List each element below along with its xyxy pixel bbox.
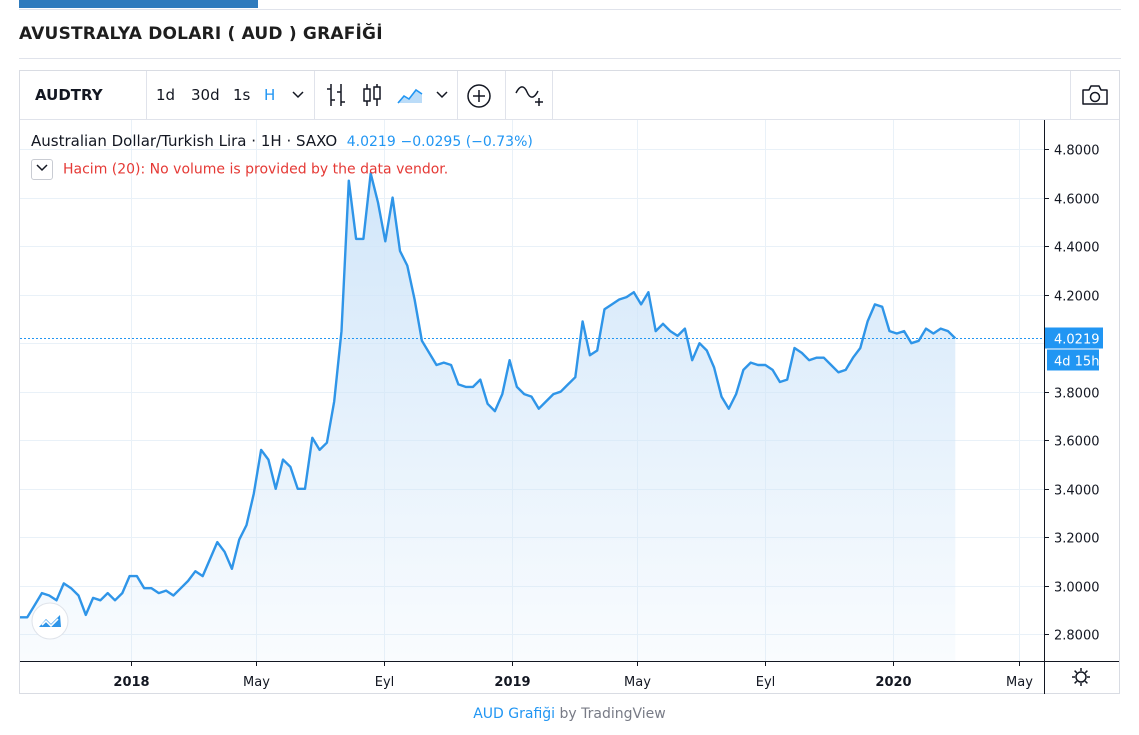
interval-1s-button[interactable]: 1s — [233, 86, 251, 104]
x-tick-label: 2018 — [113, 675, 149, 690]
symbol-search-button[interactable]: AUDTRY — [35, 86, 103, 104]
y-tick-label: 3.2000 — [1054, 532, 1100, 547]
attribution: AUD Grafiği by TradingView — [0, 706, 1139, 722]
x-tick-label: Eyl — [756, 675, 776, 690]
volume-warning-text: Hacim (20): No volume is provided by the… — [63, 161, 449, 178]
interval-h-button[interactable]: H — [264, 86, 276, 104]
bar-chart-style-icon[interactable] — [325, 82, 347, 108]
toolbar-divider — [505, 71, 506, 119]
y-tick-label: 3.0000 — [1054, 581, 1100, 596]
page-title: AVUSTRALYA DOLARI ( AUD ) GRAFİĞİ — [19, 24, 383, 44]
active-tab-indicator[interactable] — [19, 0, 258, 8]
y-tick-label: 4.6000 — [1054, 193, 1100, 208]
y-tick-label: 3.6000 — [1054, 435, 1100, 450]
chart-axes — [20, 120, 1119, 694]
price-area — [20, 172, 957, 661]
last-price-label: 4.0219 — [1054, 333, 1100, 348]
volume-toggle-button[interactable] — [31, 159, 53, 180]
x-tick-label: May — [624, 675, 651, 690]
y-tick-label: 4.2000 — [1054, 290, 1100, 305]
last-price-label-bg — [1045, 327, 1103, 349]
x-tick-label: May — [243, 675, 270, 690]
time-scale[interactable]: 2018 May Eyl 2019 May Eyl 2020 May — [113, 675, 1033, 690]
interval-dropdown-chevron-icon[interactable] — [291, 90, 305, 100]
series-legend: Australian Dollar/Turkish Lira · 1H · SA… — [31, 132, 533, 150]
legend-separator: · — [251, 132, 257, 150]
attribution-link[interactable]: AUD Grafiği — [473, 706, 556, 722]
tradingview-logo-icon[interactable] — [31, 602, 69, 640]
toolbar-divider — [146, 71, 147, 119]
y-tick-label: 3.4000 — [1054, 484, 1100, 499]
price-area-fill — [20, 173, 956, 661]
compare-add-icon[interactable] — [466, 83, 492, 109]
legend-last-price: 4.0219 — [346, 134, 396, 150]
x-tick-label: Eyl — [375, 675, 395, 690]
x-tick-label: May — [1006, 675, 1033, 690]
legend-change: −0.0295 (−0.73%) — [400, 134, 533, 150]
x-tick-label: 2020 — [875, 675, 911, 690]
chart-widget: AUDTRY 1d 30d 1s H — [19, 70, 1120, 694]
candle-chart-style-icon[interactable] — [361, 82, 383, 108]
y-tick-label: 4.4000 — [1054, 241, 1100, 256]
chart-toolbar: AUDTRY 1d 30d 1s H — [20, 71, 1119, 120]
camera-snapshot-icon[interactable] — [1081, 84, 1109, 106]
interval-1d-button[interactable]: 1d — [156, 86, 176, 104]
top-tab-bar — [19, 0, 1121, 10]
price-series-line — [20, 172, 957, 619]
price-chart[interactable]: 2.80003.00003.20003.40003.60003.80004.00… — [20, 120, 1119, 694]
x-tick-label: 2019 — [494, 675, 530, 690]
toolbar-divider — [552, 71, 553, 119]
toolbar-divider — [1070, 71, 1071, 119]
attribution-by: by TradingView — [555, 706, 666, 722]
legend-symbol-name: Australian Dollar/Turkish Lira — [31, 132, 247, 150]
toolbar-divider — [457, 71, 458, 119]
legend-interval: 1H — [260, 132, 282, 150]
interval-30d-button[interactable]: 30d — [191, 86, 220, 104]
settings-gear-icon[interactable] — [1072, 668, 1090, 686]
y-tick-label: 4.8000 — [1054, 144, 1100, 159]
last-price-marker: 4.0219 4d 15h — [20, 327, 1103, 371]
title-divider — [19, 58, 1121, 59]
indicators-icon[interactable] — [514, 83, 544, 109]
chart-style-dropdown-chevron-icon[interactable] — [435, 90, 449, 100]
countdown-label-bg — [1047, 349, 1099, 371]
legend-separator: · — [286, 132, 292, 150]
bar-countdown-label: 4d 15h — [1054, 355, 1099, 370]
y-tick-label: 3.8000 — [1054, 387, 1100, 402]
area-chart-style-icon[interactable] — [396, 85, 424, 105]
volume-indicator-row: Hacim (20): No volume is provided by the… — [31, 159, 448, 180]
legend-exchange: SAXO — [296, 132, 338, 150]
y-tick-label: 2.8000 — [1054, 629, 1100, 644]
toolbar-divider — [314, 71, 315, 119]
chevron-down-icon — [36, 164, 48, 172]
price-scale[interactable]: 2.80003.00003.20003.40003.60003.80004.00… — [1054, 144, 1100, 644]
